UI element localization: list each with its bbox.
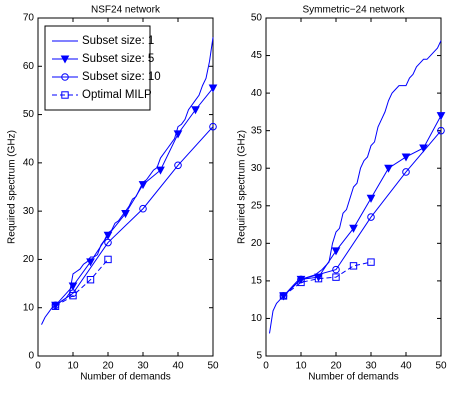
series-line xyxy=(55,87,214,306)
x-tick-label: 30 xyxy=(365,361,377,372)
marker xyxy=(121,210,130,219)
y-tick-label: 20 xyxy=(23,254,35,265)
series-line xyxy=(41,37,214,325)
marker xyxy=(402,168,410,176)
marker xyxy=(173,130,183,139)
y-tick-label: 0 xyxy=(28,351,34,362)
y-tick-label: 25 xyxy=(251,200,263,211)
x-tick-label: 50 xyxy=(207,361,219,372)
marker xyxy=(367,258,375,266)
marker xyxy=(69,291,77,300)
marker xyxy=(332,273,340,281)
y-tick-label: 50 xyxy=(23,109,35,120)
y-tick-label: 70 xyxy=(23,13,35,24)
y-tick-label: 15 xyxy=(251,276,263,287)
chart-title: NSF24 network xyxy=(91,5,161,16)
marker xyxy=(191,106,200,115)
y-tick-label: 35 xyxy=(251,125,263,136)
y-tick-label: 40 xyxy=(251,88,263,99)
series-line xyxy=(283,115,442,297)
marker xyxy=(61,73,69,81)
plot-frame xyxy=(37,17,214,357)
marker xyxy=(401,153,411,162)
plot-frame xyxy=(265,17,442,357)
marker xyxy=(366,194,376,203)
marker xyxy=(437,126,445,135)
marker xyxy=(208,84,218,93)
marker xyxy=(332,265,340,274)
marker xyxy=(60,55,70,64)
marker xyxy=(419,144,428,153)
marker xyxy=(331,247,341,256)
y-tick-label: 5 xyxy=(256,351,262,362)
chart-title: Symmetric−24 network xyxy=(303,5,406,16)
legend-label: Subset size: 1 xyxy=(82,35,154,47)
y-tick-label: 30 xyxy=(251,163,263,174)
y-tick-label: 30 xyxy=(23,206,35,217)
subplot: NSF24 network Number of demands Required s… xyxy=(7,5,219,383)
marker xyxy=(138,181,148,190)
marker xyxy=(436,112,446,121)
marker xyxy=(209,122,217,131)
legend-label: Optimal MILP xyxy=(82,89,152,101)
x-axis-label: Number of demands xyxy=(308,372,399,383)
x-tick-label: 30 xyxy=(137,361,149,372)
marker xyxy=(314,274,323,283)
y-tick-label: 10 xyxy=(23,302,35,313)
legend-label: Subset size: 10 xyxy=(82,71,161,83)
marker xyxy=(68,282,78,291)
series-line xyxy=(55,259,109,307)
y-tick-label: 60 xyxy=(23,61,35,72)
marker xyxy=(51,302,60,310)
marker xyxy=(279,292,288,300)
y-axis-label: Required spectrum (GHz) xyxy=(237,130,248,244)
series-line xyxy=(269,40,442,334)
x-tick-label: 50 xyxy=(435,361,447,372)
x-tick-label: 40 xyxy=(400,361,412,372)
marker xyxy=(86,258,95,267)
marker xyxy=(104,238,112,247)
x-tick-label: 0 xyxy=(263,361,269,372)
x-axis-label: Number of demands xyxy=(80,372,171,383)
legend-label: Subset size: 5 xyxy=(82,53,154,65)
series-line xyxy=(55,126,214,306)
marker xyxy=(384,164,393,173)
x-tick-label: 40 xyxy=(172,361,184,372)
marker xyxy=(349,262,358,270)
marker xyxy=(139,204,147,213)
x-tick-label: 20 xyxy=(330,361,342,372)
marker xyxy=(349,224,358,233)
legend-box xyxy=(44,25,151,111)
y-tick-label: 40 xyxy=(23,157,35,168)
subplot: Symmetric−24 network Number of demands Req… xyxy=(237,5,447,383)
x-tick-label: 10 xyxy=(295,361,307,372)
series-line xyxy=(283,261,372,297)
x-tick-label: 10 xyxy=(67,361,79,372)
y-axis-label: Required spectrum (GHz) xyxy=(7,130,18,244)
marker xyxy=(156,166,165,175)
y-tick-label: 20 xyxy=(251,238,263,249)
marker xyxy=(104,255,112,264)
marker xyxy=(174,161,182,170)
y-tick-label: 50 xyxy=(251,13,263,24)
marker xyxy=(103,231,113,240)
marker xyxy=(297,278,305,287)
marker xyxy=(86,276,95,284)
y-tick-label: 45 xyxy=(251,50,263,61)
y-tick-label: 10 xyxy=(251,313,263,324)
x-tick-label: 0 xyxy=(35,361,41,372)
marker xyxy=(367,213,375,221)
marker xyxy=(61,91,69,99)
x-tick-label: 20 xyxy=(102,361,114,372)
